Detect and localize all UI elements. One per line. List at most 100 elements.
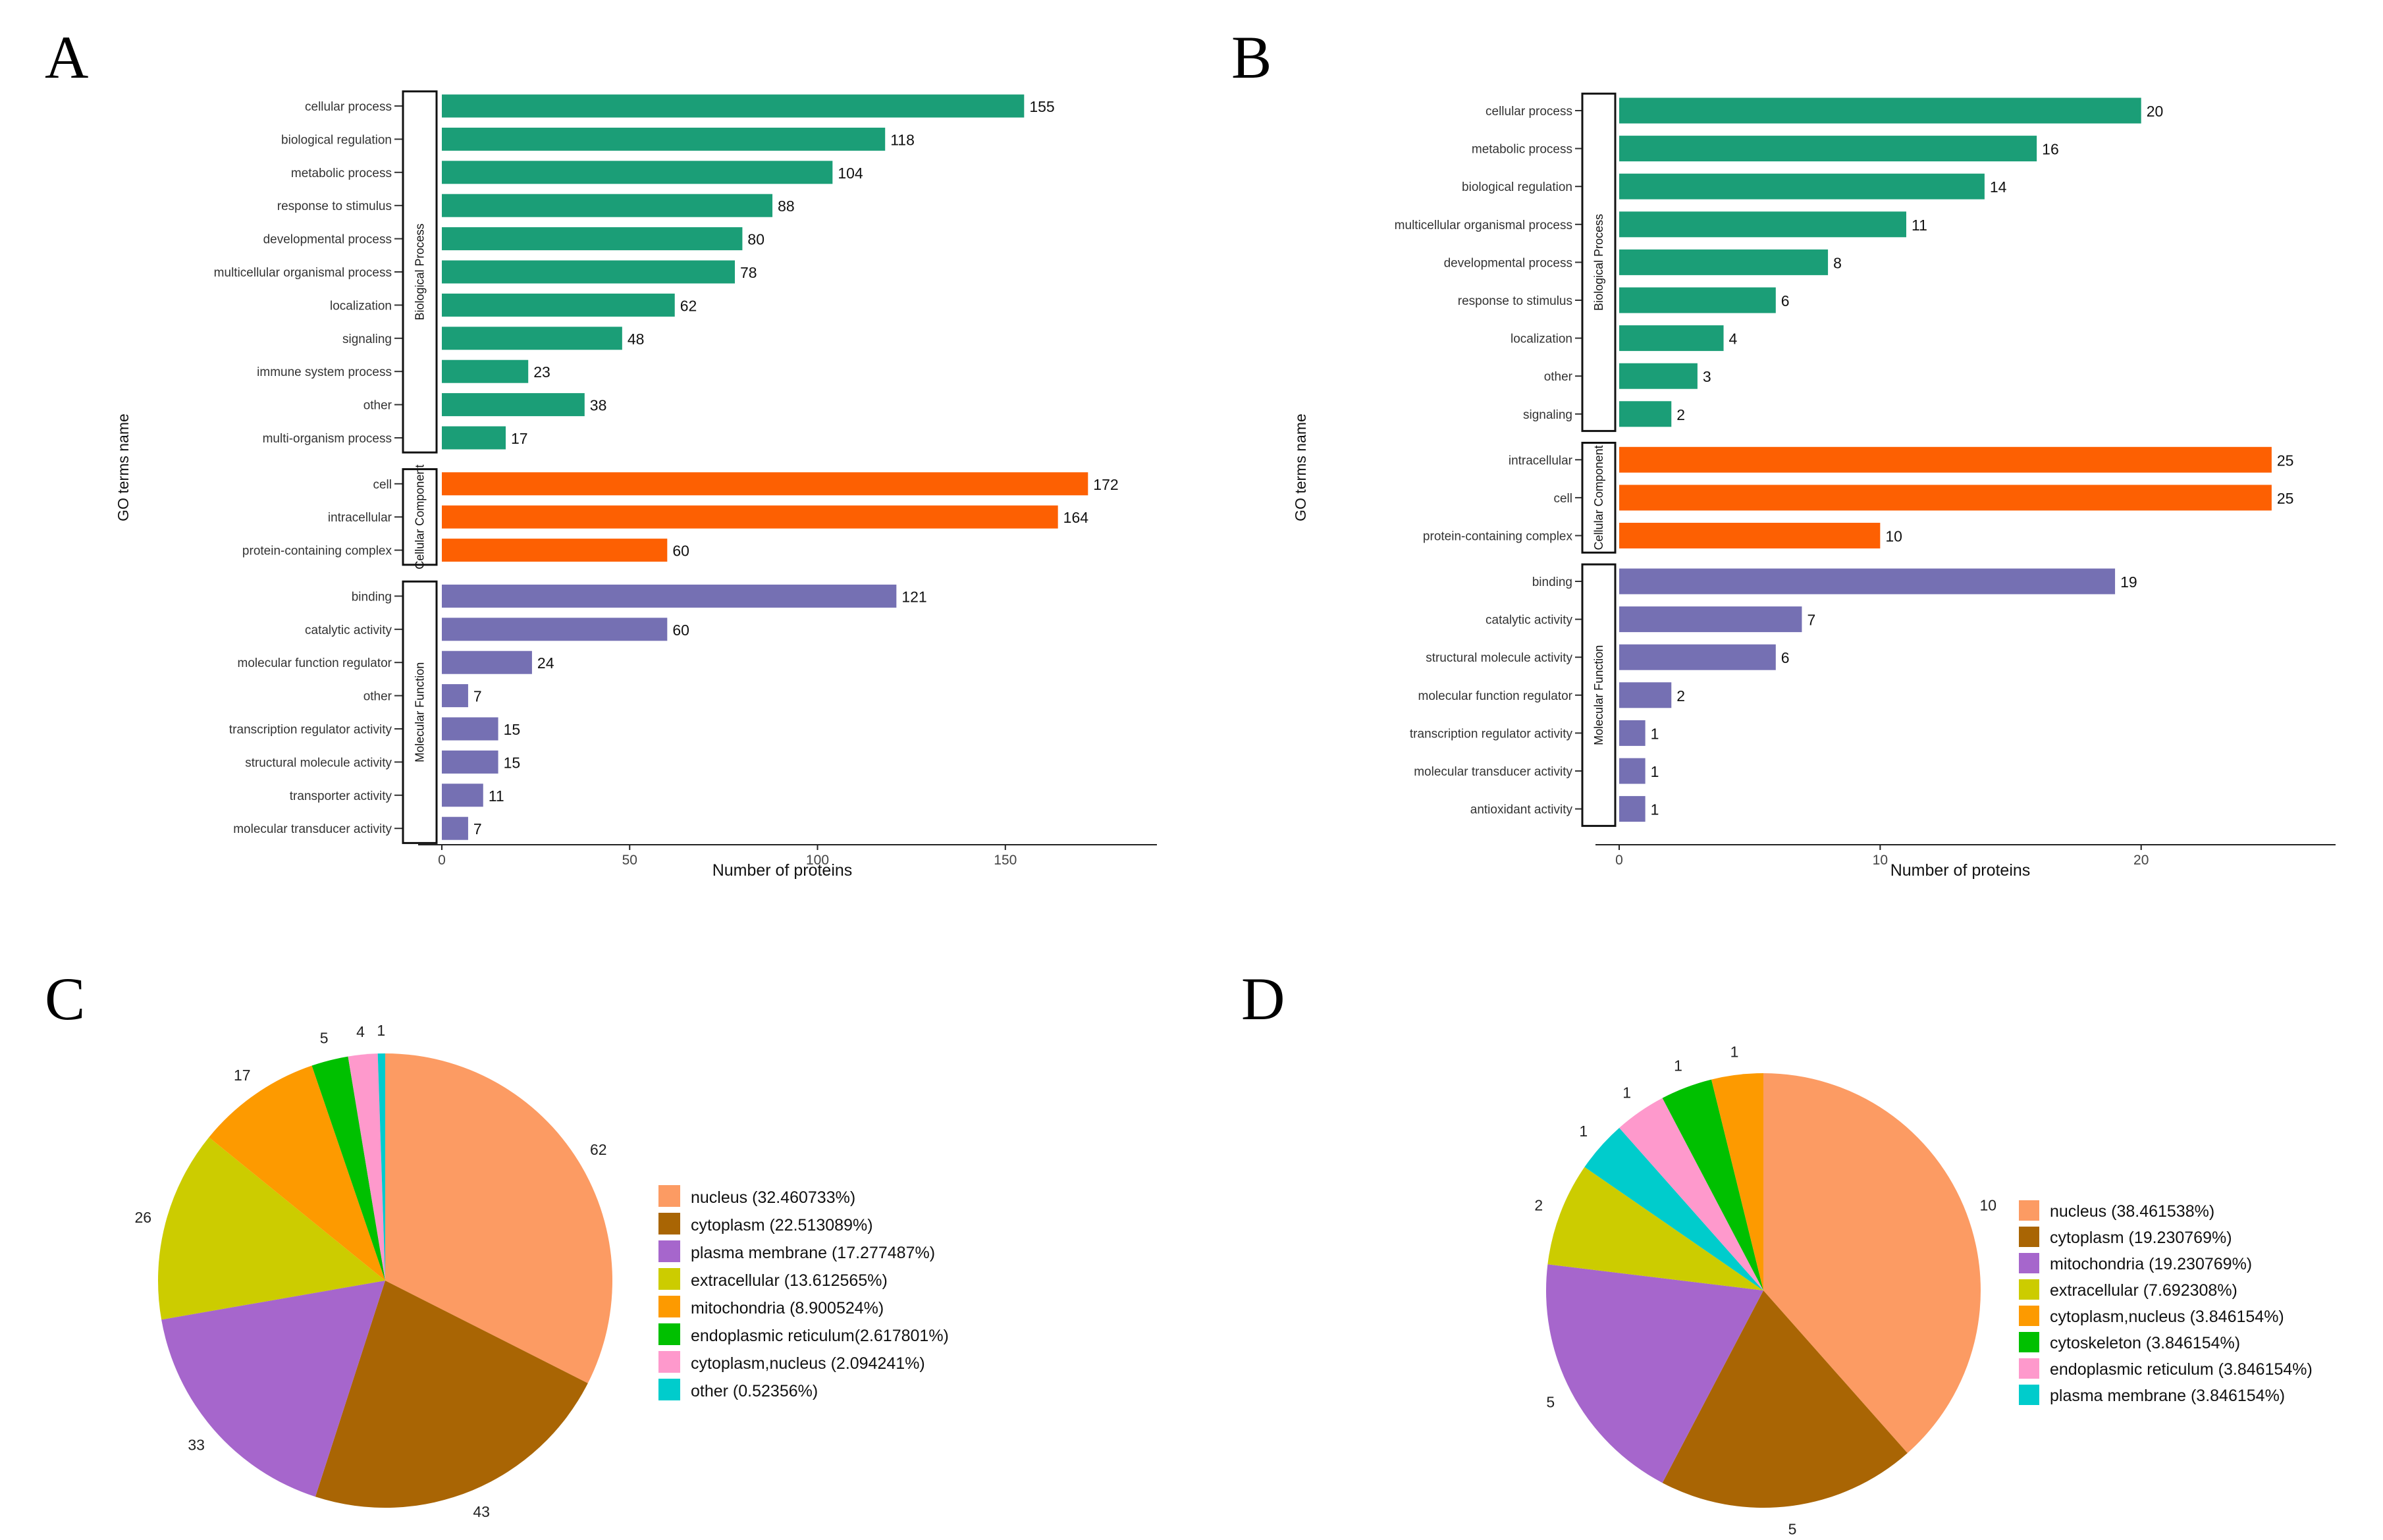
- category-label: localization: [1511, 332, 1572, 346]
- category-label: other: [363, 399, 392, 413]
- category-label: other: [363, 690, 392, 704]
- bar: [1619, 523, 1881, 548]
- bar: [1619, 606, 1802, 633]
- bar: [442, 750, 498, 774]
- category-label: transcription regulator activity: [1410, 727, 1573, 741]
- legend-swatch: [2019, 1385, 2039, 1405]
- category-label: biological regulation: [1462, 180, 1572, 194]
- data-label: 1: [1651, 801, 1659, 818]
- data-label: 17: [511, 430, 528, 447]
- data-label: 1: [1651, 725, 1659, 742]
- data-label: 6: [1781, 649, 1790, 666]
- data-label: 19: [2120, 573, 2137, 591]
- group-strip-label: Cellular Component: [1592, 445, 1605, 550]
- bar: [1619, 796, 1646, 822]
- bar: [442, 539, 668, 562]
- bar: [1619, 682, 1672, 708]
- bar: [1619, 173, 1985, 199]
- group-strip: [402, 90, 438, 454]
- category-label: biological regulation: [281, 133, 392, 147]
- data-label: 48: [628, 331, 645, 348]
- panel-letter-c: C: [45, 965, 85, 1032]
- y-axis-title: GO terms name: [115, 413, 132, 521]
- pie-slice: [1547, 1167, 1763, 1290]
- slice-label: 43: [473, 1503, 490, 1520]
- category-label: other: [1544, 370, 1573, 384]
- category-label: response to stimulus: [277, 199, 392, 213]
- pie-slice: [377, 1053, 385, 1281]
- pie-slice: [1584, 1127, 1763, 1290]
- data-label: 7: [473, 820, 482, 837]
- legend-swatch: [658, 1240, 680, 1262]
- legend-swatch: [2019, 1279, 2039, 1300]
- bar: [442, 505, 1058, 529]
- legend-swatch: [2019, 1332, 2039, 1352]
- group-strip: [1581, 92, 1617, 433]
- bar: [442, 717, 498, 741]
- category-label: binding: [352, 590, 392, 604]
- data-label: 2: [1676, 687, 1685, 704]
- bar: [442, 393, 585, 417]
- pie-slice: [1619, 1098, 1763, 1290]
- data-label: 80: [747, 231, 764, 248]
- data-label: 104: [838, 165, 863, 182]
- x-tick-label: 20: [2133, 853, 2149, 868]
- data-label: 60: [672, 622, 689, 639]
- slice-label: 1: [1622, 1084, 1631, 1102]
- category-label: structural molecule activity: [245, 756, 392, 770]
- legend-label: nucleus (38.461538%): [2050, 1202, 2214, 1221]
- legend-swatch: [658, 1351, 680, 1373]
- legend-label: endoplasmic reticulum(2.617801%): [691, 1327, 949, 1345]
- bar: [442, 127, 886, 151]
- data-label: 121: [901, 588, 926, 605]
- data-label: 23: [533, 363, 550, 381]
- bar: [442, 684, 468, 708]
- group-strip: [1581, 563, 1617, 827]
- pie-slice: [348, 1053, 385, 1281]
- legend-label: mitochondria (19.230769%): [2050, 1255, 2252, 1273]
- bar: [442, 260, 736, 284]
- category-label: developmental process: [263, 233, 392, 247]
- bar-chart-b: cellular process 20 metabolic process 1 6 bio…: [1292, 92, 2336, 880]
- pie-slice: [158, 1137, 386, 1320]
- data-label: 3: [1703, 368, 1711, 385]
- data-label: 11: [1912, 217, 1927, 234]
- category-label: multicellular organismal process: [1395, 219, 1572, 232]
- bar: [442, 426, 506, 450]
- bar: [442, 816, 468, 840]
- data-label: 4: [1729, 331, 1738, 348]
- data-label: 2: [1676, 406, 1685, 423]
- category-label: molecular transducer activity: [233, 822, 392, 836]
- x-tick-label: 100: [806, 853, 829, 868]
- data-label: 7: [473, 688, 482, 705]
- x-tick-label: 0: [438, 853, 446, 868]
- data-label: 20: [2147, 103, 2164, 120]
- group-strip-label: Biological Process: [1592, 214, 1605, 311]
- legend-label: extracellular (13.612565%): [691, 1271, 888, 1290]
- category-label: protein-containing complex: [1423, 530, 1573, 544]
- slice-label: 1: [1674, 1057, 1682, 1075]
- x-axis-title: Number of proteins: [712, 861, 853, 880]
- category-label: molecular transducer activity: [1414, 765, 1572, 779]
- category-label: binding: [1532, 575, 1572, 589]
- legend-label: cytoplasm,nucleus (2.094241%): [691, 1354, 925, 1373]
- bar: [1619, 485, 2272, 511]
- category-label: cellular process: [305, 100, 392, 114]
- data-label: 38: [590, 397, 607, 414]
- bar: [442, 161, 833, 184]
- x-tick-label: 50: [622, 853, 637, 868]
- data-label: 155: [1029, 98, 1054, 115]
- bar: [1619, 211, 1906, 238]
- category-label: cellular process: [1486, 105, 1572, 119]
- legend-label: plasma membrane (17.277487%): [691, 1244, 935, 1262]
- legend-swatch: [658, 1379, 680, 1400]
- slice-label: 17: [234, 1067, 251, 1084]
- group-strip-label: Biological Process: [414, 223, 427, 320]
- slice-label: 1: [377, 1022, 385, 1039]
- data-label: 6: [1781, 292, 1790, 309]
- category-label: developmental process: [1444, 256, 1572, 270]
- category-label: multicellular organismal process: [214, 266, 392, 280]
- legend-label: extracellular (7.692308%): [2050, 1281, 2237, 1300]
- category-label: metabolic process: [1472, 143, 1572, 157]
